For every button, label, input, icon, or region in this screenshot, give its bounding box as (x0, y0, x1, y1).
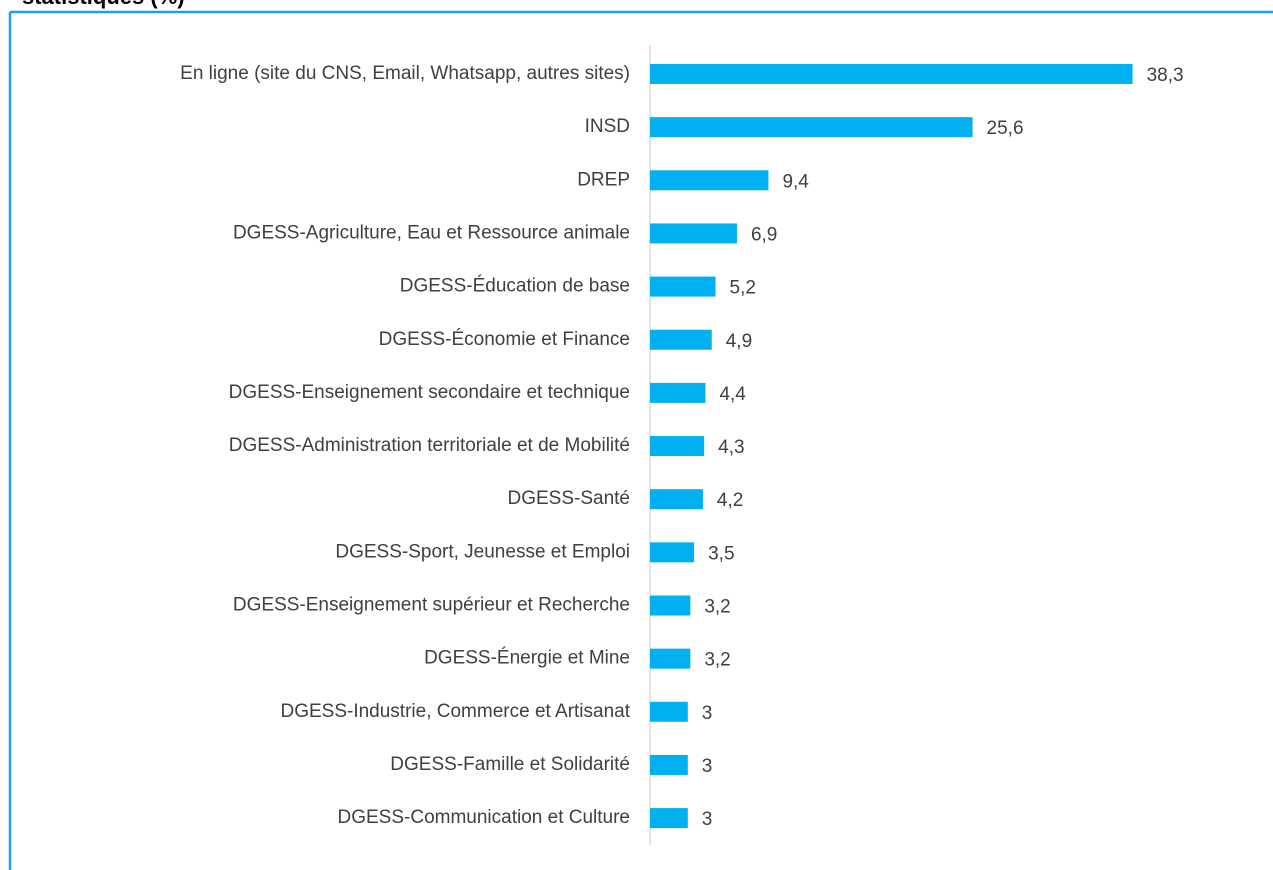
category-label: DGESS-Éducation de base (400, 276, 630, 297)
bar (650, 436, 705, 457)
bar (650, 808, 688, 829)
bar (650, 223, 737, 244)
category-label: DGESS-Sport, Jeunesse et Emploi (335, 541, 630, 562)
bar (650, 382, 706, 403)
category-label: En ligne (site du CNS, Email, Whatsapp, … (180, 63, 630, 84)
data-label: 3 (702, 809, 713, 830)
data-label: 4,9 (726, 331, 752, 352)
bar (650, 64, 1133, 84)
data-label: 25,6 (987, 118, 1024, 139)
bar (650, 542, 695, 563)
chart-title: statistiques (%) (22, 0, 185, 9)
data-label: 3 (702, 703, 713, 724)
data-label: 6,9 (751, 224, 777, 245)
data-label: 4,3 (718, 437, 744, 458)
category-label: DGESS-Agriculture, Eau et Ressource anim… (233, 222, 630, 243)
data-label: 5,2 (730, 278, 756, 299)
category-label: DGESS-Enseignement secondaire et techniq… (229, 382, 630, 403)
category-label: DREP (577, 169, 630, 190)
data-label: 4,2 (717, 490, 743, 511)
bar (650, 276, 716, 297)
bar (650, 117, 973, 138)
category-label: DGESS-Communication et Culture (338, 807, 631, 828)
data-label: 3,2 (704, 650, 730, 671)
data-label: 38,3 (1147, 65, 1184, 86)
category-label: DGESS-Énergie et Mine (424, 648, 630, 669)
category-label: DGESS-Administration territoriale et de … (229, 435, 630, 456)
bar (650, 754, 688, 775)
category-label: DGESS-Industrie, Commerce et Artisanat (280, 701, 630, 722)
data-label: 3,2 (704, 597, 730, 618)
bar (650, 329, 712, 350)
category-label: DGESS-Santé (508, 488, 631, 509)
category-label: INSD (585, 116, 630, 137)
bar (650, 595, 691, 616)
data-label: 9,4 (782, 171, 809, 192)
category-label: DGESS-Enseignement supérieur et Recherch… (233, 595, 630, 616)
data-label: 3 (702, 756, 713, 777)
bar (650, 701, 688, 722)
data-label: 4,4 (719, 384, 746, 405)
data-label: 3,5 (708, 543, 734, 564)
bar (650, 489, 703, 510)
bar (650, 170, 769, 191)
category-label: DGESS-Famille et Solidarité (390, 754, 630, 775)
bar (650, 648, 691, 669)
category-label: DGESS-Économie et Finance (379, 329, 630, 350)
